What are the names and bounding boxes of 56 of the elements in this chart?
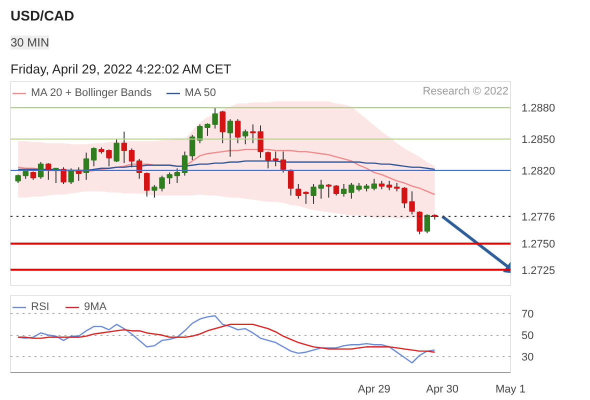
candlestick bbox=[303, 190, 309, 204]
candlestick bbox=[83, 152, 90, 180]
legend-label: MA 50 bbox=[184, 87, 216, 99]
candlestick bbox=[234, 118, 241, 144]
candlestick bbox=[280, 151, 286, 174]
candlestick bbox=[318, 179, 324, 200]
candlestick bbox=[60, 166, 66, 185]
candlestick bbox=[197, 124, 203, 144]
y-tick-label: 70 bbox=[522, 308, 534, 321]
candlestick bbox=[212, 107, 218, 130]
candlestick bbox=[189, 134, 196, 160]
x-tick-label: Apr 30 bbox=[426, 384, 459, 396]
y-tick-label: 50 bbox=[522, 330, 534, 342]
candlestick bbox=[371, 178, 377, 191]
candlestick bbox=[340, 184, 347, 198]
candlestick bbox=[386, 180, 392, 191]
y-tick-label: 30 bbox=[522, 351, 534, 364]
candlestick bbox=[90, 146, 97, 167]
candlestick bbox=[114, 138, 120, 163]
chart-subtitle: 30 MIN bbox=[10, 36, 50, 50]
y-tick-label: 1.2776 bbox=[522, 211, 556, 224]
y-tick-label: 1.2750 bbox=[522, 238, 556, 251]
candlestick bbox=[242, 129, 248, 145]
candlestick bbox=[182, 151, 188, 176]
candlestick bbox=[174, 168, 180, 184]
candlestick bbox=[121, 131, 127, 164]
y-tick-label: 1.2820 bbox=[522, 165, 556, 178]
x-tick-label: May 1 bbox=[496, 384, 526, 396]
candlestick bbox=[166, 172, 172, 185]
candlestick bbox=[272, 151, 278, 167]
candlestick bbox=[288, 168, 294, 196]
candlestick bbox=[265, 151, 271, 169]
candlestick bbox=[296, 184, 302, 200]
line-series bbox=[17, 324, 436, 353]
candlestick bbox=[227, 118, 234, 158]
candlestick bbox=[38, 162, 44, 180]
legend-label: RSI bbox=[31, 301, 50, 313]
text: Friday, April 29, 2022 4:22:02 AM CET bbox=[10, 62, 232, 76]
candlestick bbox=[144, 172, 150, 198]
candlestick bbox=[204, 122, 210, 136]
chart-title: USD/CAD bbox=[10, 8, 74, 24]
y-tick-label: 1.2880 bbox=[522, 102, 556, 115]
y-tick-label: 1.2725 bbox=[522, 264, 556, 277]
candlestick bbox=[128, 148, 135, 168]
candlestick bbox=[326, 184, 332, 198]
legend-label: MA 20 + Bollinger Bands bbox=[31, 87, 152, 99]
candlestick bbox=[310, 184, 316, 204]
candlestick bbox=[136, 158, 142, 180]
candlestick bbox=[220, 110, 226, 144]
candlestick bbox=[68, 168, 74, 185]
annotation: Research © 2022 bbox=[422, 86, 508, 98]
x-tick-label: Apr 29 bbox=[358, 384, 390, 396]
y-tick-label: 1.2850 bbox=[522, 134, 556, 146]
candlestick bbox=[53, 168, 59, 184]
legend-label: 9MA bbox=[84, 301, 107, 313]
candlestick bbox=[333, 184, 340, 196]
